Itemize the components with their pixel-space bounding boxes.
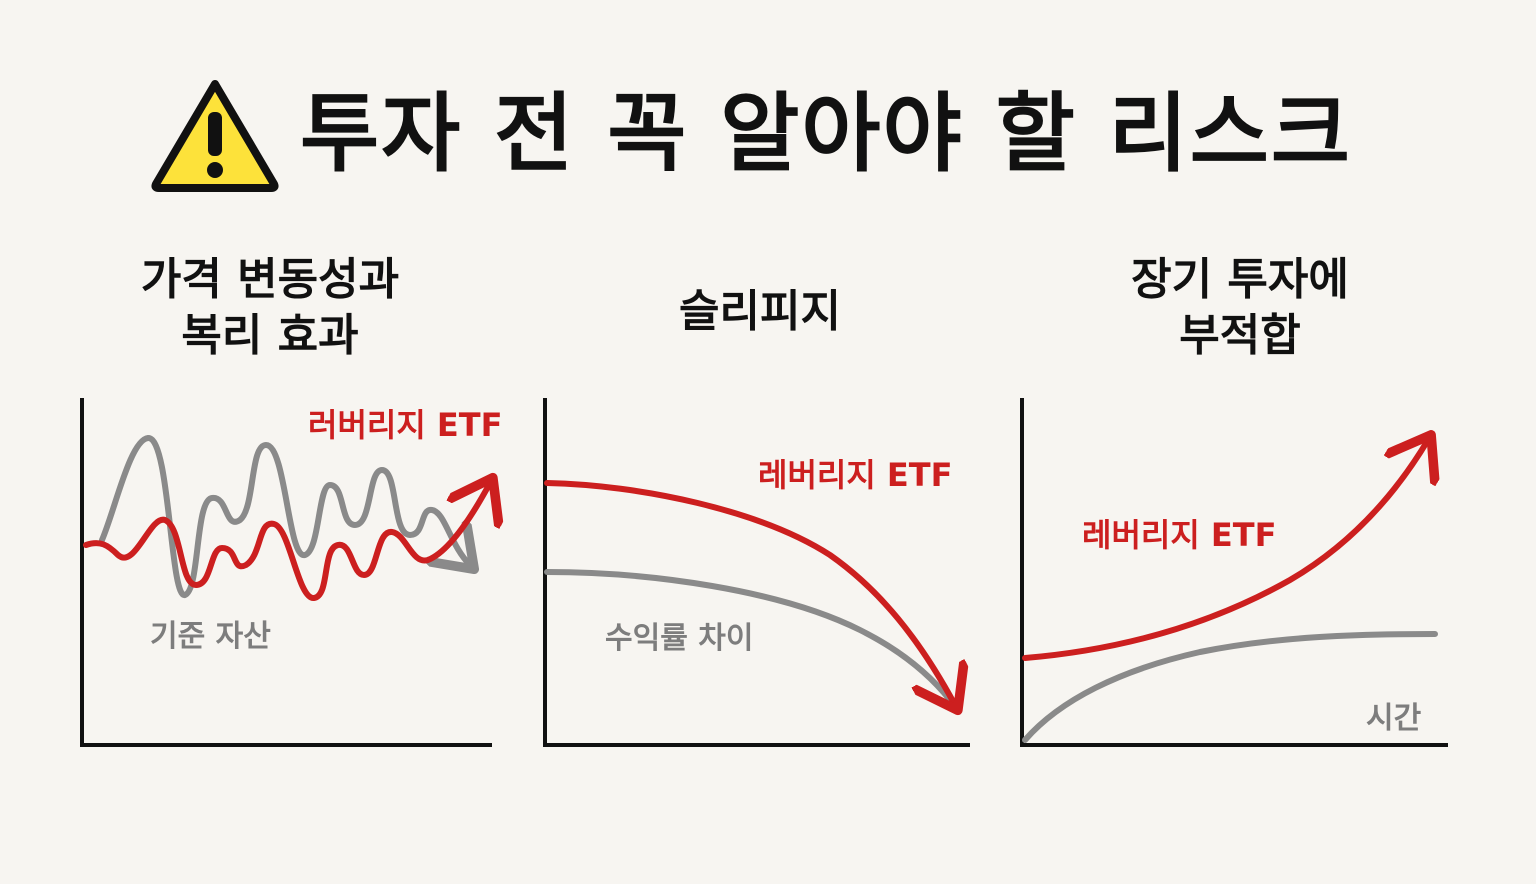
leveraged-etf-line — [544, 480, 955, 705]
panel-title-line: 가격 변동성과 — [140, 254, 400, 305]
leveraged-etf-line — [83, 483, 490, 601]
title-row: 투자 전 꼭 알아야 할 리스크 — [0, 78, 1536, 198]
panel-long-term: 레버리지 ETF 시간 — [1020, 398, 1448, 747]
axis-lines — [1020, 398, 1448, 747]
time-axis-label: 시간 — [1366, 701, 1422, 736]
panel-slippage: 레버리지 ETF 수익률 차이 — [543, 398, 970, 747]
panel-title-line: 부적합 — [1179, 310, 1301, 361]
panel-title-volatility: 가격 변동성과 복리 효과 — [100, 252, 440, 364]
panel-title-slippage: 슬리피지 — [590, 284, 930, 340]
return-gap-label: 수익률 차이 — [605, 621, 753, 656]
warning-icon — [151, 80, 279, 192]
panel-title-long-term: 장기 투자에 부적합 — [1070, 252, 1410, 364]
panel-volatility: 러버리지 ETF 기준 자산 — [80, 398, 502, 747]
base-asset-line — [1022, 631, 1438, 743]
axis-lines — [543, 398, 970, 747]
axis-lines — [80, 398, 492, 747]
base-asset-label: 기준 자산 — [150, 619, 271, 654]
leveraged-etf-label: 레버리지 ETF — [758, 456, 952, 494]
leveraged-etf-label: 러버리지 ETF — [308, 406, 502, 444]
panel-title-line: 장기 투자에 — [1131, 254, 1349, 305]
page-title: 투자 전 꼭 알아야 할 리스크 — [300, 84, 1353, 184]
leveraged-etf-line — [1022, 440, 1428, 661]
panel-title-line: 복리 효과 — [181, 310, 359, 361]
leveraged-etf-label: 레버리지 ETF — [1082, 516, 1276, 554]
base-asset-line — [99, 435, 470, 599]
panel-title-line: 슬리피지 — [679, 286, 841, 337]
